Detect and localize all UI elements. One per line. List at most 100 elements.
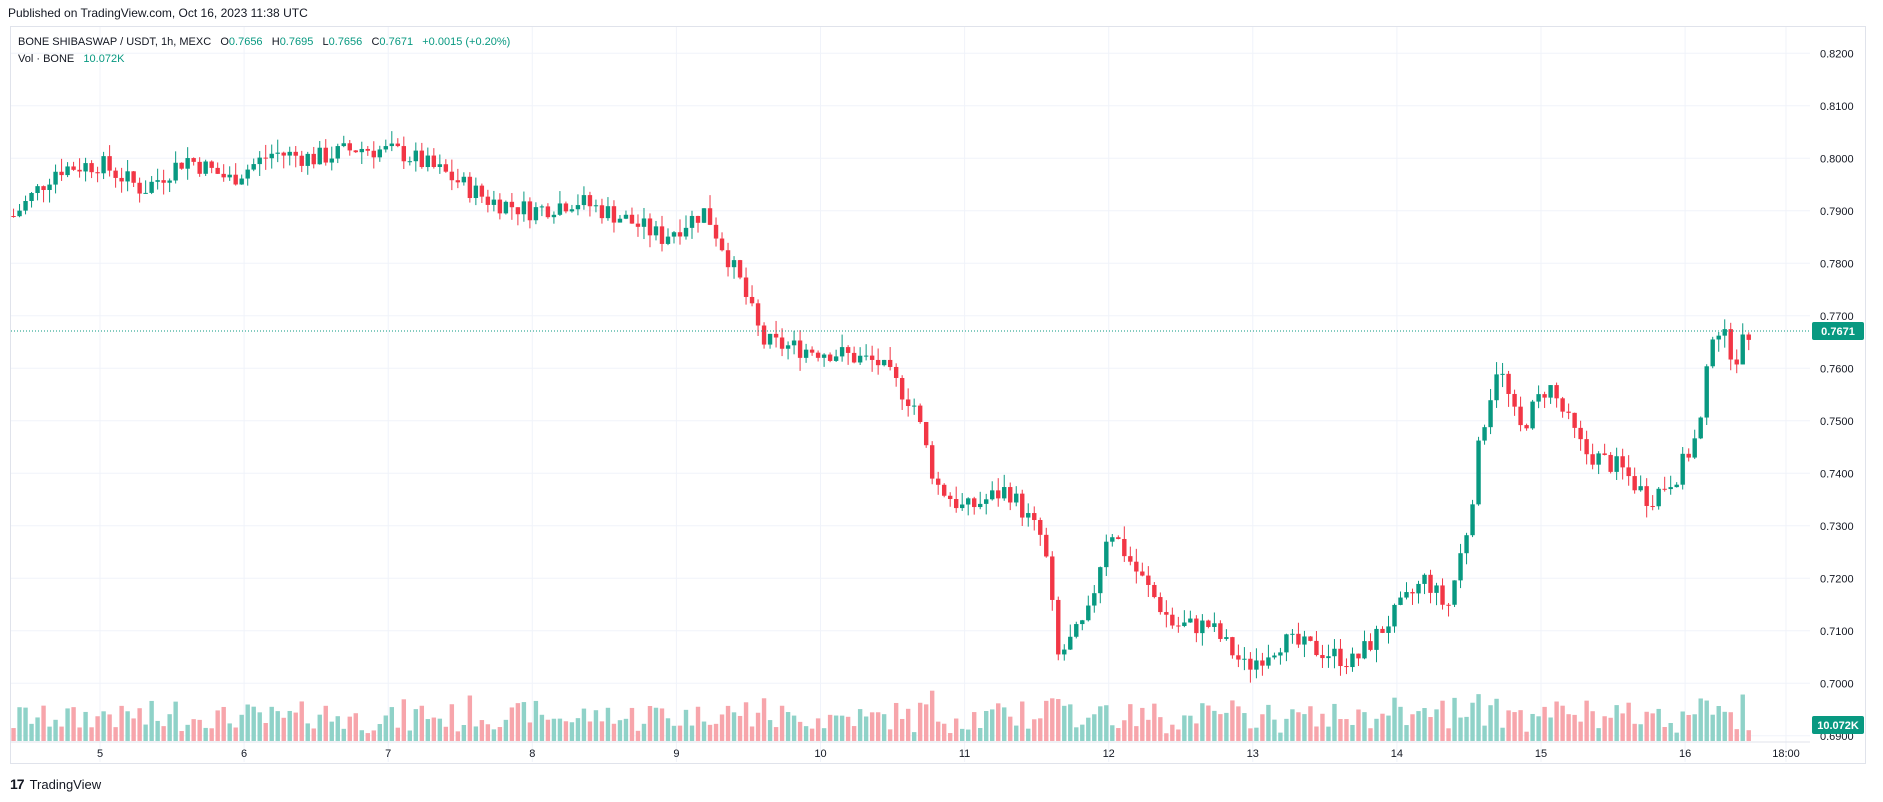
legend-ohlc-row: BONE SHIBASWAP / USDT, 1h, MEXC O0.7656 … (18, 34, 510, 51)
candle-body (1296, 633, 1301, 645)
candle-body (569, 209, 575, 212)
candle-body (1326, 656, 1331, 659)
volume-bar (1038, 718, 1043, 741)
candle (1392, 603, 1397, 633)
volume-bar (966, 729, 971, 741)
volume-bar (467, 695, 473, 741)
candle-body (833, 356, 839, 361)
candle (245, 164, 250, 186)
volume-bar (1068, 704, 1073, 741)
candle (972, 496, 977, 515)
candle-body (1512, 393, 1517, 407)
candle-body (1542, 394, 1547, 398)
candle-body (35, 186, 40, 194)
candle (1116, 535, 1121, 540)
volume-bar (167, 714, 172, 741)
candle (984, 493, 989, 515)
candle (23, 195, 28, 215)
candle (1182, 610, 1187, 628)
candle (203, 159, 208, 176)
volume-bar (533, 700, 539, 741)
volume-bar (1302, 714, 1307, 741)
volume-bar (425, 719, 431, 741)
candle-body (365, 148, 370, 151)
volume-bar (1338, 719, 1343, 741)
volume-bar (1254, 727, 1259, 741)
candles (11, 131, 1751, 683)
candle (1596, 451, 1601, 475)
candle-body (990, 490, 995, 500)
candle (1122, 526, 1127, 562)
volume-bar (893, 702, 899, 741)
volume-bar (557, 718, 563, 741)
candle (179, 162, 184, 170)
candle (1716, 332, 1721, 352)
candle-body (617, 218, 623, 223)
candle-body (545, 206, 551, 218)
volume-bar (1746, 730, 1751, 741)
candle (1380, 626, 1385, 634)
candle-body (1584, 439, 1589, 455)
candle (1044, 527, 1049, 558)
candle (797, 330, 803, 371)
chart-frame (10, 26, 1866, 764)
volume-bar (509, 707, 515, 741)
candle (1608, 452, 1613, 474)
volume-bar (1014, 725, 1019, 741)
candle-body (803, 349, 809, 358)
volume-bar (293, 712, 298, 741)
tradingview-logo: 17 (10, 776, 25, 792)
footer: 17 TradingView (10, 776, 101, 792)
x-tick-label: 5 (97, 748, 103, 760)
candle-body (449, 171, 455, 181)
candle-body (972, 498, 977, 508)
candle (755, 299, 761, 336)
candle (47, 178, 52, 203)
volume-bar (191, 719, 196, 741)
candle (185, 147, 190, 180)
volume-bar (1122, 720, 1127, 741)
last-volume-badge (1812, 716, 1864, 734)
candle (1680, 447, 1685, 490)
candle-body (161, 180, 166, 183)
candle-body (1248, 658, 1253, 670)
volume-bar (251, 706, 256, 741)
volume-bar (1728, 712, 1733, 741)
candle (1212, 612, 1217, 632)
volume-bar (1356, 709, 1361, 741)
volume-bar (719, 714, 725, 741)
volume-bar (1236, 706, 1241, 741)
volume-bar (1074, 727, 1079, 741)
volume-bar (653, 707, 659, 741)
candle-body (689, 215, 695, 228)
candle (1614, 447, 1619, 480)
volume-bar (1554, 701, 1559, 741)
volume-bar (71, 707, 76, 741)
volume-bar (713, 723, 719, 741)
candle (173, 151, 178, 184)
candle (479, 183, 485, 203)
candle-body (1626, 467, 1631, 477)
volume-bar (1464, 716, 1469, 741)
candle-body (335, 146, 340, 159)
candle-body (809, 349, 815, 353)
x-tick-label: 14 (1391, 748, 1403, 760)
volume-bar (365, 733, 370, 741)
volume-bar (257, 712, 262, 741)
candle-body (1452, 580, 1457, 605)
volume-bar (359, 730, 364, 741)
candle-body (383, 146, 388, 150)
candle-body (996, 490, 1001, 499)
volume-bar (1716, 706, 1721, 741)
close-value: 0.7671 (379, 36, 414, 48)
candle (1404, 582, 1409, 600)
candle-body (659, 226, 665, 244)
volume-bar (797, 721, 803, 741)
candle-body (1164, 612, 1169, 615)
candle-body (581, 195, 587, 206)
candle-body (701, 208, 707, 223)
candle-body (203, 161, 208, 174)
volume-bar (1290, 709, 1295, 741)
candle (953, 486, 959, 513)
